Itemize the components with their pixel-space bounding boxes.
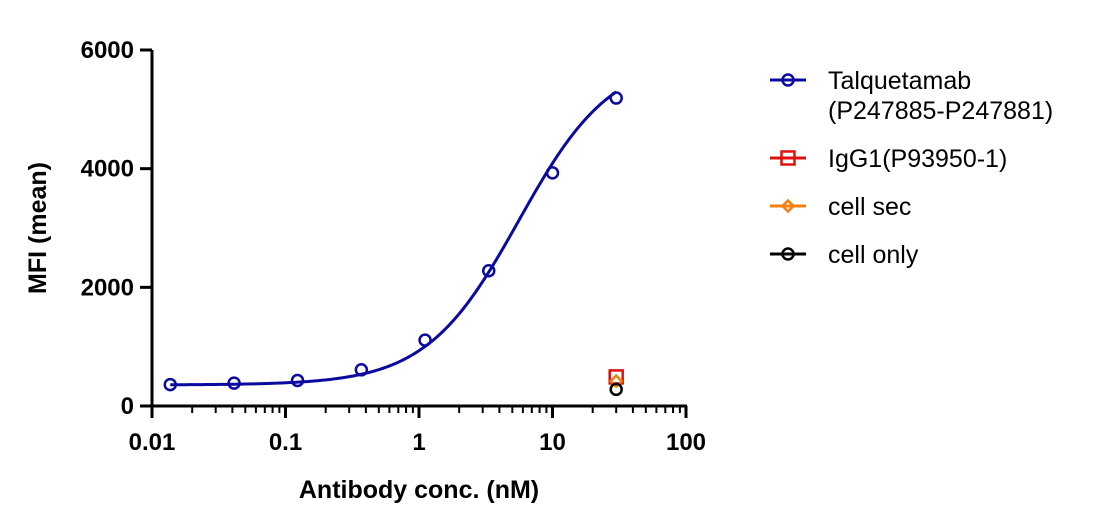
data-point-series-1 bbox=[418, 333, 432, 347]
data-point-series-1 bbox=[163, 377, 178, 392]
x-tick-label: 1 bbox=[412, 429, 425, 456]
legend-label-line2: (P247885-P247881) bbox=[828, 97, 1053, 125]
legend-marker bbox=[780, 198, 796, 214]
x-axis-title: Antibody conc. (nM) bbox=[299, 476, 539, 504]
legend-marker bbox=[781, 73, 795, 87]
data-point-series-1 bbox=[545, 166, 560, 180]
y-tick-label: 6000 bbox=[81, 37, 134, 64]
x-tick-label: 10 bbox=[539, 429, 566, 456]
data-point-series-1 bbox=[227, 376, 241, 390]
legend-label: cell only bbox=[828, 241, 919, 269]
x-tick-label: 100 bbox=[666, 429, 706, 456]
y-axis-title: MFI (mean) bbox=[24, 162, 52, 294]
legend-label: Talquetamab bbox=[828, 67, 971, 95]
plot-area bbox=[163, 90, 624, 397]
legend: Talquetamab(P247885-P247881) IgG1(P93950-… bbox=[770, 67, 1053, 269]
fit-curve-talquetamab bbox=[170, 90, 618, 387]
legend-label: cell sec bbox=[828, 193, 911, 221]
y-tick-label: 4000 bbox=[81, 156, 134, 183]
data-point-series-4 bbox=[609, 382, 623, 397]
data-point-series-1 bbox=[354, 363, 369, 377]
data-point-series-3 bbox=[608, 373, 624, 389]
y-tick-label: 2000 bbox=[81, 274, 134, 301]
y-tick-label: 0 bbox=[121, 393, 134, 420]
x-tick-label: 0.1 bbox=[269, 429, 302, 456]
legend-marker bbox=[780, 150, 796, 166]
x-tick-label: 0.01 bbox=[129, 429, 176, 456]
legend-label: IgG1(P93950-1) bbox=[828, 145, 1007, 173]
data-point-series-1 bbox=[609, 91, 623, 105]
data-point-series-1 bbox=[481, 263, 496, 278]
data-point-series-1 bbox=[290, 373, 305, 388]
axes: 0 2000 4000 6000 0.01 0.1 1 10 100 bbox=[81, 37, 706, 456]
legend-marker bbox=[781, 247, 795, 261]
